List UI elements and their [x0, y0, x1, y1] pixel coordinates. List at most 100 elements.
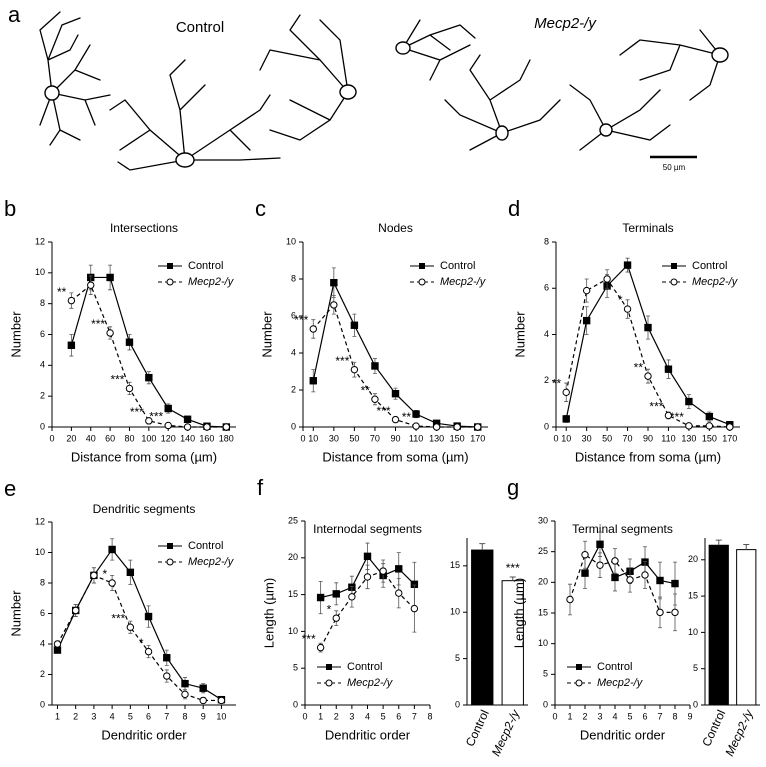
marker — [53, 640, 62, 648]
y-axis-label: Number — [8, 590, 23, 637]
x-tick-label: 8 — [427, 711, 432, 721]
significance: * — [327, 602, 332, 616]
significance: *** — [149, 410, 163, 424]
marker — [596, 561, 604, 569]
y-tick-label: 5 — [293, 663, 298, 673]
legend-label: Mecp2-/y — [692, 276, 739, 288]
y-tick-label: 20 — [688, 554, 698, 564]
marker — [203, 423, 211, 431]
significance: ** — [634, 360, 644, 374]
significance: *** — [130, 405, 144, 419]
panel-label: c — [255, 196, 266, 221]
legend-marker — [671, 263, 677, 269]
legend-label: Mecp2-/y — [188, 276, 235, 288]
x-tick-label: 9 — [687, 711, 692, 721]
marker — [611, 573, 619, 582]
marker — [432, 423, 441, 431]
marker — [163, 654, 171, 662]
error-bar — [715, 539, 722, 546]
bar — [471, 549, 494, 706]
marker — [412, 422, 420, 430]
significance: *** — [294, 313, 308, 327]
significance: ** — [361, 383, 371, 397]
y-tick-label: 10 — [35, 547, 45, 557]
panel-label: e — [4, 476, 16, 501]
marker — [641, 571, 649, 579]
x-tick-label: 4 — [110, 711, 115, 721]
x-tick-label: 8 — [672, 711, 677, 721]
x-tick-label: 170 — [722, 433, 737, 443]
y-tick-label: 0 — [544, 421, 549, 431]
marker — [603, 275, 611, 283]
x-tick-label: 170 — [470, 433, 485, 443]
marker — [363, 552, 372, 561]
significance: *** — [506, 561, 520, 575]
error-bar — [743, 544, 750, 550]
marker — [656, 576, 664, 585]
y-tick-label: 8 — [544, 236, 549, 246]
y-axis-label: Number — [512, 311, 527, 358]
y-tick-label: 6 — [544, 283, 549, 293]
x-tick-label: 0 — [552, 711, 557, 721]
y-tick-label: 5 — [543, 669, 548, 679]
y-tick-label: 15 — [288, 589, 298, 599]
marker — [611, 557, 619, 565]
marker — [726, 423, 734, 431]
panel-label: a — [8, 2, 21, 27]
marker — [108, 579, 116, 587]
legend-label: Control — [692, 260, 727, 272]
x-tick-label: 6 — [642, 711, 647, 721]
y-tick-label: 25 — [538, 546, 548, 556]
x-tick-label: 160 — [199, 433, 214, 443]
y-tick-label: 4 — [544, 329, 549, 339]
x-tick-label: 2 — [73, 711, 78, 721]
x-tick-label: 5 — [381, 711, 386, 721]
marker — [350, 321, 359, 329]
x-tick-label: 60 — [105, 433, 115, 443]
marker — [144, 647, 153, 656]
x-tick-label: 2 — [334, 711, 339, 721]
x-tick-label: 3 — [597, 711, 602, 721]
marker — [685, 397, 693, 406]
significance: *** — [335, 354, 349, 368]
marker — [395, 565, 403, 573]
series-line — [565, 278, 730, 428]
x-tick-label: 110 — [409, 433, 423, 443]
significance: *** — [376, 404, 390, 418]
marker — [87, 281, 95, 289]
x-tick-label: 150 — [450, 433, 465, 443]
x-tick-label: 3 — [91, 711, 96, 721]
marker — [562, 388, 570, 397]
legend-marker — [575, 679, 583, 687]
marker — [332, 614, 340, 622]
x-tick-label: 10 — [216, 711, 226, 721]
y-tick-label: 0 — [455, 699, 460, 709]
group-label: Control — [176, 19, 224, 36]
marker — [671, 579, 679, 588]
y-tick-label: 10 — [288, 626, 298, 636]
marker — [330, 301, 338, 309]
legend-label: Control — [188, 260, 223, 272]
marker — [199, 696, 207, 705]
marker — [582, 316, 591, 325]
marker — [181, 690, 189, 699]
x-tick-label: 2 — [582, 711, 587, 721]
y-tick-label: 2 — [40, 391, 45, 401]
marker — [391, 390, 400, 398]
marker — [106, 273, 114, 282]
marker — [126, 623, 135, 631]
y-tick-label: 4 — [291, 347, 296, 357]
legend-label: Mecp2-/y — [347, 677, 394, 689]
scale-bar-label: 50 µm — [663, 163, 686, 172]
y-tick-label: 2 — [40, 669, 45, 679]
significance: *** — [670, 410, 684, 424]
x-tick-label: 1 — [567, 711, 572, 721]
marker — [410, 604, 419, 613]
significance: *** — [110, 373, 124, 387]
marker — [145, 373, 153, 382]
significance: *** — [649, 400, 663, 414]
legend-marker — [167, 263, 173, 269]
marker — [581, 569, 589, 577]
y-tick-label: 15 — [450, 560, 460, 570]
legend-marker — [167, 543, 173, 549]
